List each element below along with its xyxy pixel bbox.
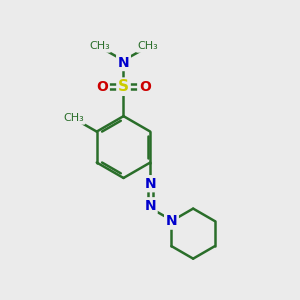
Text: N: N (118, 56, 129, 70)
Text: O: O (139, 80, 151, 94)
Text: O: O (96, 80, 108, 94)
Text: N: N (145, 199, 156, 213)
Text: N: N (145, 177, 156, 191)
Text: CH₃: CH₃ (89, 41, 110, 51)
Text: N: N (166, 214, 177, 228)
Text: S: S (118, 79, 129, 94)
Text: CH₃: CH₃ (63, 113, 84, 123)
Text: CH₃: CH₃ (137, 41, 158, 51)
